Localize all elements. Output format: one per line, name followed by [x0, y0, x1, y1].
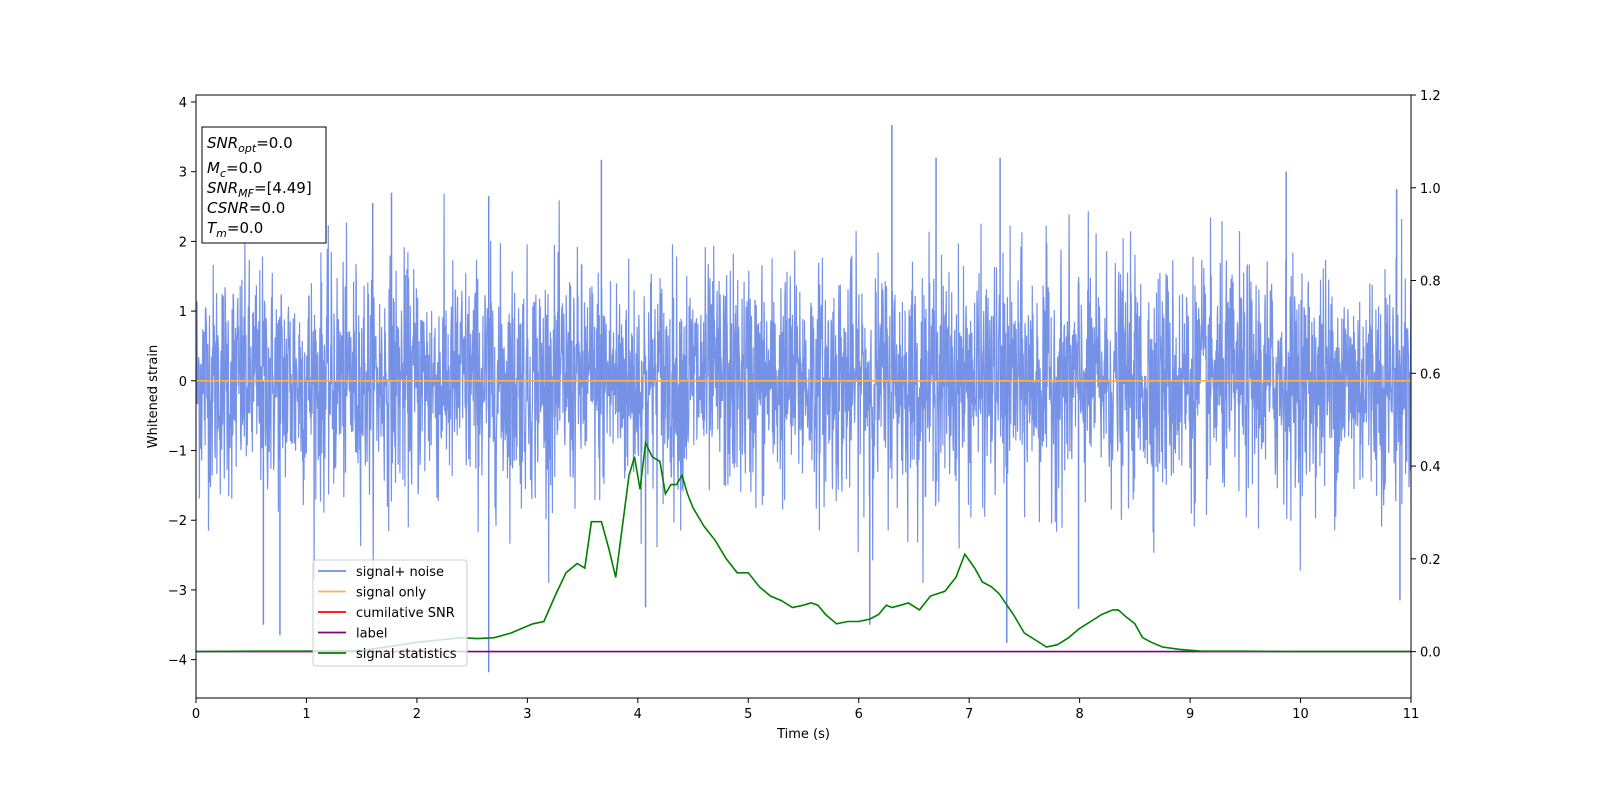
info-line: Mc=0.0 — [207, 159, 262, 180]
info-line: SNRopt=0.0 — [207, 134, 293, 155]
legend-label: cumilative SNR — [356, 606, 455, 621]
y-left-tick-label: 1 — [179, 305, 187, 320]
legend-label: signal+ noise — [356, 565, 444, 580]
y-left-tick-label: 3 — [179, 166, 187, 181]
x-tick-label: 1 — [302, 707, 310, 722]
legend-label: signal statistics — [356, 647, 457, 662]
info-line: SNRMF=[4.49] — [207, 179, 312, 200]
x-tick-label: 0 — [192, 707, 200, 722]
x-tick-label: 8 — [1075, 707, 1083, 722]
x-tick-label: 10 — [1292, 707, 1309, 722]
y-left-tick-label: −2 — [168, 514, 187, 529]
y-left-tick-label: 4 — [179, 96, 187, 111]
x-tick-label: 3 — [523, 707, 531, 722]
x-tick-label: 11 — [1403, 707, 1420, 722]
info-box-frame — [201, 126, 327, 244]
legend: signal+ noise signal only cumilative SNR la… — [312, 559, 468, 667]
info-line: Tm=0.0 — [207, 219, 263, 240]
legend-label: signal only — [356, 586, 426, 601]
y-right-tick-label: 0.4 — [1420, 460, 1441, 475]
y-axis-label: Whitened strain — [146, 345, 161, 448]
plot-area — [196, 124, 1411, 673]
y-right-tick-label: 0.8 — [1420, 275, 1441, 290]
legend-label: label — [356, 627, 387, 642]
y-left-tick-label: −1 — [168, 445, 187, 460]
y-right-tick-label: 0.0 — [1420, 646, 1441, 661]
y-right-tick-label: 0.6 — [1420, 367, 1441, 382]
legend-frame — [312, 559, 468, 667]
y-left-tick-label: −4 — [168, 654, 187, 669]
x-tick-label: 7 — [965, 707, 973, 722]
x-tick-label: 2 — [413, 707, 421, 722]
series-signal-statistics — [196, 440, 1411, 653]
x-tick-label: 6 — [855, 707, 863, 722]
x-tick-label: 5 — [744, 707, 752, 722]
y-left-tick-label: −3 — [168, 584, 187, 599]
series-signal-noise — [196, 193, 1411, 584]
y-right-tick-label: 0.2 — [1420, 553, 1441, 568]
y-left-tick-label: 0 — [179, 375, 187, 390]
axes: 0 1 2 3 4 5 6 7 8 9 10 11 −4 −3 −2 −1 0 1 2 3 4 0.0 0.2 0.4 0.6 0… — [146, 89, 1441, 742]
y-right-tick-label: 1.0 — [1420, 182, 1441, 197]
x-axis-label: Time (s) — [776, 727, 830, 742]
info-line: CSNR=0.0 — [207, 199, 285, 217]
plot-frame — [195, 94, 1412, 699]
y-right-tick-label: 1.2 — [1420, 89, 1441, 104]
x-tick-label: 9 — [1186, 707, 1194, 722]
y-left-tick-label: 2 — [179, 235, 187, 250]
x-tick-label: 4 — [634, 707, 642, 722]
